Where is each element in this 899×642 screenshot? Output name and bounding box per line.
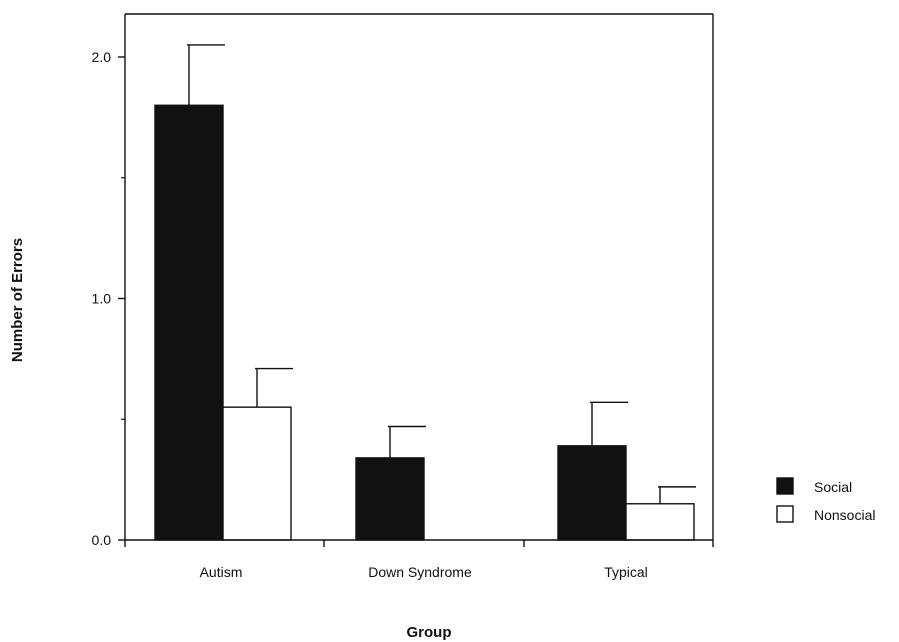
- legend-swatch-social: [776, 477, 794, 495]
- legend-label-social: Social: [814, 479, 852, 495]
- bar-nonsocial-typical: [625, 503, 695, 541]
- bar-nonsocial-autism: [222, 406, 292, 541]
- y-tick-label: 2.0: [92, 49, 112, 65]
- bar-social-typical: [557, 445, 627, 541]
- legend-label-nonsocial: Nonsocial: [814, 507, 875, 523]
- y-tick-label: 1.0: [92, 291, 112, 307]
- x-axis-title: Group: [407, 624, 452, 641]
- bar-social-autism: [154, 104, 224, 541]
- legend-swatch-nonsocial: [776, 505, 794, 523]
- x-tick-label: Typical: [604, 564, 648, 580]
- plot-frame: [125, 13, 714, 540]
- y-axis-title: Number of Errors: [9, 238, 26, 362]
- legend: Social Nonsocial: [776, 477, 875, 523]
- bar-social-down-syndrome: [355, 457, 425, 541]
- y-tick-label: 0.0: [92, 532, 112, 548]
- x-tick-label: Down Syndrome: [368, 564, 472, 580]
- x-axis: Autism Down Syndrome Typical: [124, 539, 714, 580]
- bars: [154, 44, 696, 541]
- x-tick-label: Autism: [200, 564, 243, 580]
- y-axis: 0.0 1.0 2.0: [92, 14, 126, 548]
